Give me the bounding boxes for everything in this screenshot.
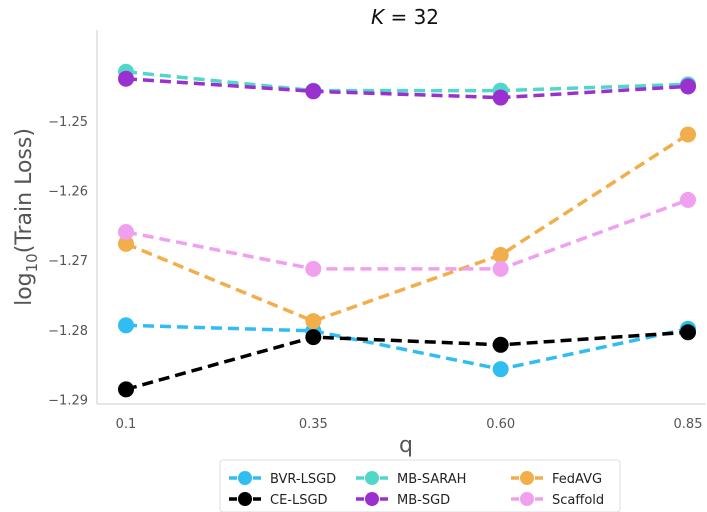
point-fedavg-0-35 (305, 313, 322, 330)
legend-label-scaffold: Scaffold (552, 493, 604, 508)
y-axis-label: log10(Train Loss) (12, 128, 41, 306)
legend-marker-bvr-lsgd (238, 471, 252, 485)
series-mb-sgd (118, 70, 696, 106)
series-ce-lsgd (118, 324, 696, 398)
legend-label-bvr-lsgd: BVR-LSGD (270, 472, 336, 487)
series-line-mb-sgd (125, 77, 689, 100)
series-line-fedavg (125, 132, 689, 323)
point-fedavg-0-85 (680, 126, 696, 143)
point-scaffold-0-85 (680, 191, 696, 208)
legend: BVR-LSGD CE-LSGD MB-SARAH MB-SGD FedAVG Scaff… (219, 459, 621, 512)
legend-marker-fedavg (520, 471, 534, 485)
legend-marker-mb-sarah (365, 471, 379, 485)
y-tick-label-1-27: −1.27 (48, 254, 88, 269)
point-mb-sgd-0-85 (680, 78, 696, 95)
legend-marker-ce-lsgd (238, 492, 252, 506)
point-ce-lsgd-0-1 (118, 381, 134, 398)
legend-label-ce-lsgd: CE-LSGD (270, 493, 328, 508)
legend-item-bvr-lsgd: BVR-LSGD (229, 471, 336, 487)
x-tick-label-0-35: 0.35 (299, 417, 328, 432)
legend-item-scaffold: Scaffold (511, 492, 604, 508)
point-ce-lsgd-0-85 (680, 324, 696, 341)
chart-title: K = 32 (371, 5, 439, 29)
series-bvr-lsgd (118, 317, 696, 378)
legend-item-fedavg: FedAVG (511, 471, 602, 487)
series-line-mb-sarah (125, 70, 689, 93)
y-ticks: −1.25 −1.26 −1.27 −1.28 −1.29 (48, 115, 88, 409)
point-bvr-lsgd-0-1 (118, 317, 134, 334)
point-mb-sgd-0-35 (305, 83, 322, 100)
y-tick-label-1-25: −1.25 (48, 115, 88, 130)
point-scaffold-0-60 (492, 260, 509, 277)
legend-label-mb-sgd: MB-SGD (397, 493, 450, 508)
point-ce-lsgd-0-60 (492, 336, 509, 353)
series-fedavg (118, 126, 696, 330)
point-scaffold-0-1 (118, 223, 134, 240)
x-axis-label: q (399, 433, 413, 458)
point-fedavg-0-60 (492, 246, 509, 263)
legend-item-ce-lsgd: CE-LSGD (229, 492, 328, 508)
series-layer (118, 63, 696, 398)
x-ticks: 0.1 0.35 0.60 0.85 (116, 417, 703, 432)
legend-marker-mb-sgd (365, 492, 379, 506)
legend-label-fedavg: FedAVG (552, 472, 602, 487)
y-tick-label-1-29: −1.29 (48, 394, 88, 409)
series-line-ce-lsgd (125, 330, 689, 392)
legend-label-mb-sarah: MB-SARAH (397, 472, 466, 487)
point-bvr-lsgd-0-60 (492, 361, 509, 378)
point-scaffold-0-35 (305, 260, 322, 277)
point-fedavg-0-1 (118, 235, 134, 252)
legend-item-mb-sarah: MB-SARAH (356, 471, 466, 487)
point-mb-sgd-0-1 (118, 70, 134, 87)
y-tick-label-1-26: −1.26 (48, 185, 88, 200)
y-tick-label-1-28: −1.28 (48, 324, 88, 339)
legend-marker-scaffold (520, 492, 534, 506)
legend-frame (219, 459, 621, 512)
legend-item-mb-sgd: MB-SGD (356, 492, 450, 508)
x-tick-label-0-1: 0.1 (116, 417, 137, 432)
x-tick-label-0-60: 0.60 (486, 417, 515, 432)
series-line-scaffold (125, 198, 689, 271)
x-tick-label-0-85: 0.85 (674, 417, 703, 432)
point-mb-sgd-0-60 (492, 89, 509, 106)
series-scaffold (118, 191, 696, 277)
series-line-bvr-lsgd (125, 323, 689, 371)
point-ce-lsgd-0-35 (305, 329, 322, 346)
